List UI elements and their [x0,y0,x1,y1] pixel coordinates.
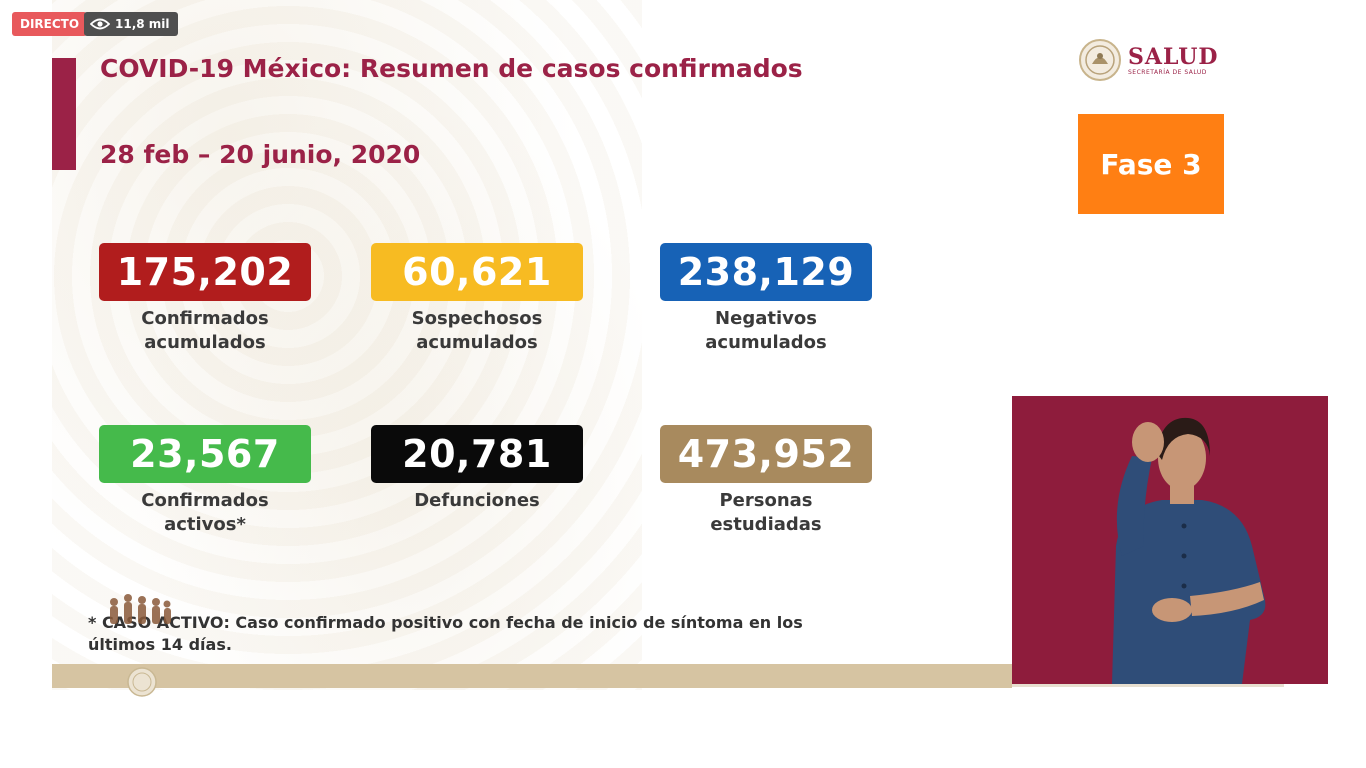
stat-value: 473,952 [660,425,872,483]
stat-value: 23,567 [99,425,311,483]
footnote: * CASO ACTIVO: Caso confirmado positivo … [88,613,803,654]
logo-name: SALUD [1128,43,1219,70]
page-title: COVID-19 México: Resumen de casos confir… [100,54,803,83]
stat-value: 60,621 [371,243,583,301]
viewer-count: 11,8 mil [115,17,170,31]
stat-negativos-acumulados: 238,129 Negativos acumulados [660,243,872,355]
live-badge: DIRECTO [12,12,88,36]
title-accent-bar [52,58,76,170]
interpreter-person-icon [1012,396,1328,684]
stat-defunciones: 20,781 Defunciones [371,425,583,513]
background-pattern [52,0,642,690]
viewer-count-badge: 11,8 mil [84,12,178,36]
people-illustration-icon [110,594,171,624]
stat-label: Confirmados activos* [141,490,269,535]
sign-language-interpreter-video [1012,396,1328,684]
stat-label: Defunciones [414,490,540,511]
salud-logo: SALUD SECRETARÍA DE SALUD [1078,38,1219,82]
stat-value: 238,129 [660,243,872,301]
stat-value: 20,781 [371,425,583,483]
logo-subtitle: SECRETARÍA DE SALUD [1128,68,1207,76]
stat-confirmados-acumulados: 175,202 Confirmados acumulados [99,243,311,355]
stat-label: Sospechosos acumulados [411,308,543,353]
phase-badge: Fase 3 [1078,114,1224,214]
stat-label: Negativos acumulados [705,308,827,353]
date-range: 28 feb – 20 junio, 2020 [100,140,421,169]
stat-label: Confirmados acumulados [141,308,269,353]
eye-icon [90,18,110,30]
footer-line [1012,684,1284,687]
stat-personas-estudiadas: 473,952 Personas estudiadas [660,425,872,537]
footer-band [52,664,1012,688]
footer-seal-icon [127,667,157,697]
stat-confirmados-activos: 23,567 Confirmados activos* [99,425,311,537]
stat-sospechosos-acumulados: 60,621 Sospechosos acumulados [371,243,583,355]
stat-value: 175,202 [99,243,311,301]
seal-icon [1079,39,1121,81]
stat-label: Personas estudiadas [710,490,822,535]
